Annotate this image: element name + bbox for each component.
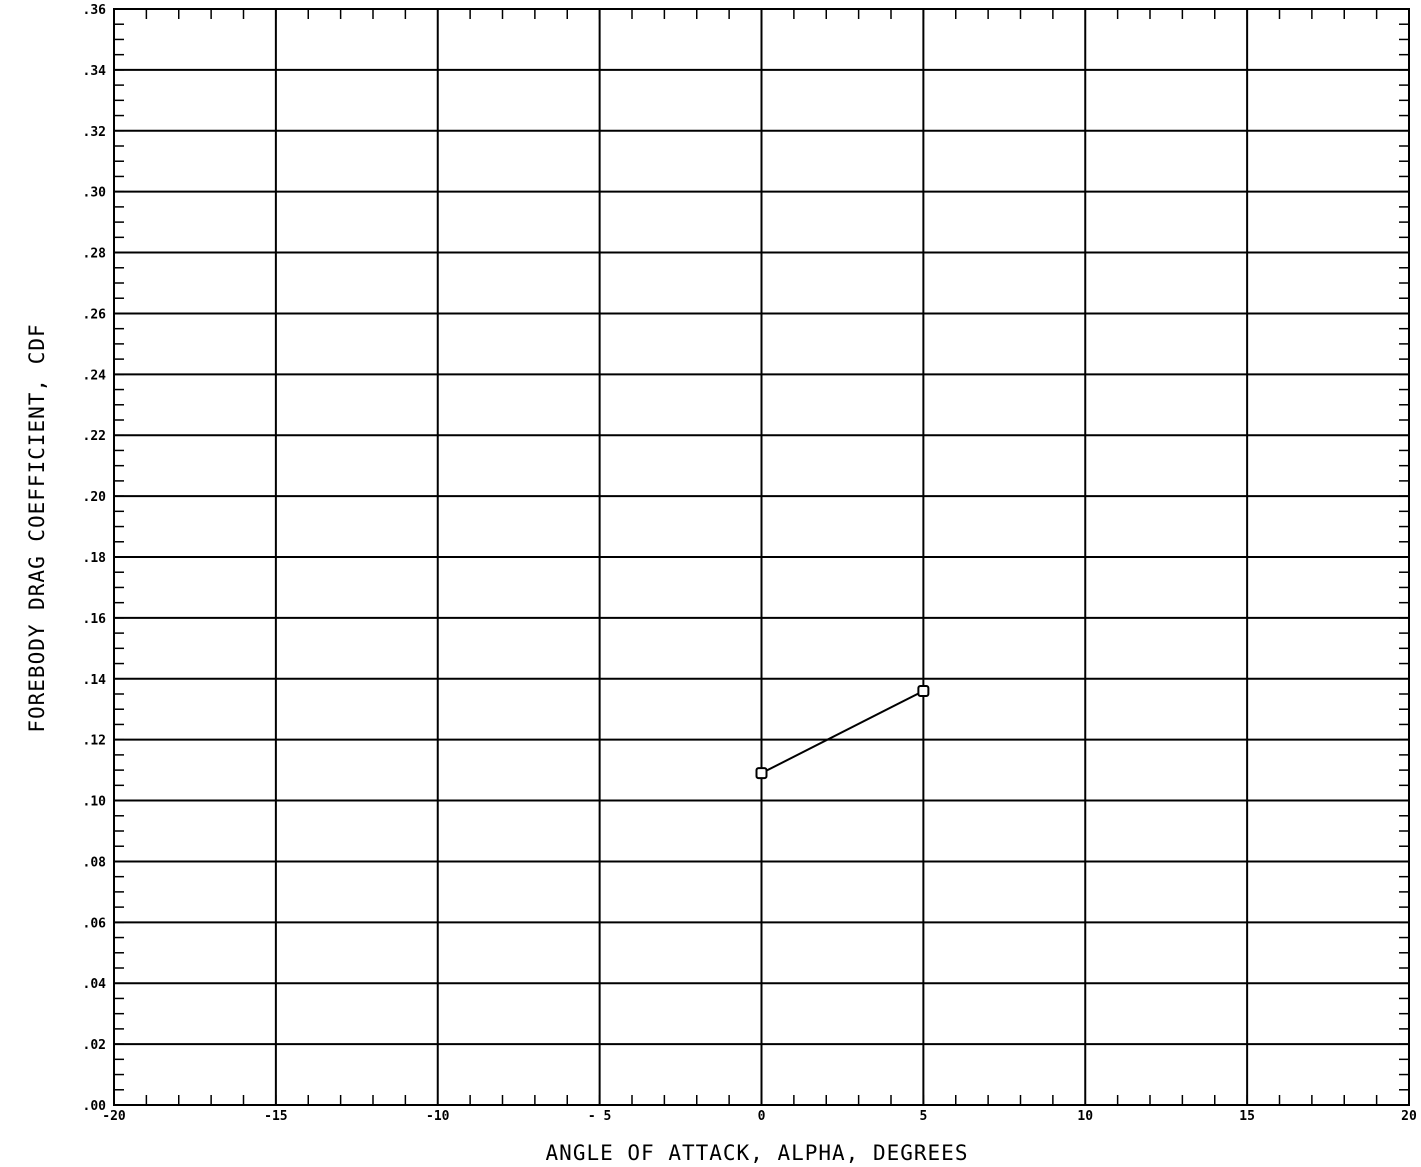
x-tick-label: -15: [264, 1109, 287, 1124]
x-tick-label: -10: [426, 1109, 450, 1124]
y-tick-label: .16: [83, 612, 107, 627]
y-tick-label: .14: [83, 673, 107, 688]
y-tick-label: .26: [83, 307, 107, 322]
y-tick-label: .02: [83, 1038, 106, 1053]
x-tick-label: - 5: [588, 1109, 611, 1124]
x-tick-label: 10: [1077, 1109, 1093, 1124]
y-tick-label: .34: [83, 64, 107, 79]
data-point-marker: [755, 767, 768, 780]
y-tick-label: .24: [83, 368, 107, 383]
y-tick-label: .12: [83, 734, 106, 749]
x-tick-label: 0: [758, 1109, 766, 1124]
data-point-marker: [917, 684, 930, 697]
y-tick-label: .36: [83, 3, 107, 18]
x-axis-title: ANGLE OF ATTACK, ALPHA, DEGREES: [546, 1141, 969, 1165]
plot-frame: [113, 8, 1410, 1106]
y-tick-label: .04: [83, 977, 107, 992]
y-tick-label: .08: [83, 855, 107, 870]
x-tick-label: -20: [102, 1109, 126, 1124]
y-tick-label: .32: [83, 125, 106, 140]
y-tick-label: .20: [83, 490, 107, 505]
minor-ticks: [113, 8, 1410, 1106]
series-line: [761, 690, 924, 775]
y-tick-label: .30: [83, 186, 107, 201]
x-tick-label: 5: [919, 1109, 927, 1124]
y-tick-label: .10: [83, 795, 107, 810]
y-tick-label: .06: [83, 916, 107, 931]
x-tick-labels: -20 -15 -10 - 5 0 5 10 15 20: [102, 1109, 1417, 1124]
y-tick-label: .22: [83, 429, 106, 444]
y-tick-labels: .00 .02 .04 .06 .08 .10 .12 .14 .16 .18 .20 .22 .24.…: [83, 3, 107, 1114]
x-tick-label: 15: [1239, 1109, 1255, 1124]
x-tick-label: 20: [1401, 1109, 1417, 1124]
y-axis-title: FOREBODY DRAG COEFFICIENT, CDF: [25, 323, 49, 732]
y-tick-label: .18: [83, 551, 107, 566]
y-tick-label: .00: [83, 1099, 107, 1114]
y-tick-label: .28: [83, 247, 107, 262]
grid: [113, 8, 1410, 1106]
series: [755, 684, 930, 780]
